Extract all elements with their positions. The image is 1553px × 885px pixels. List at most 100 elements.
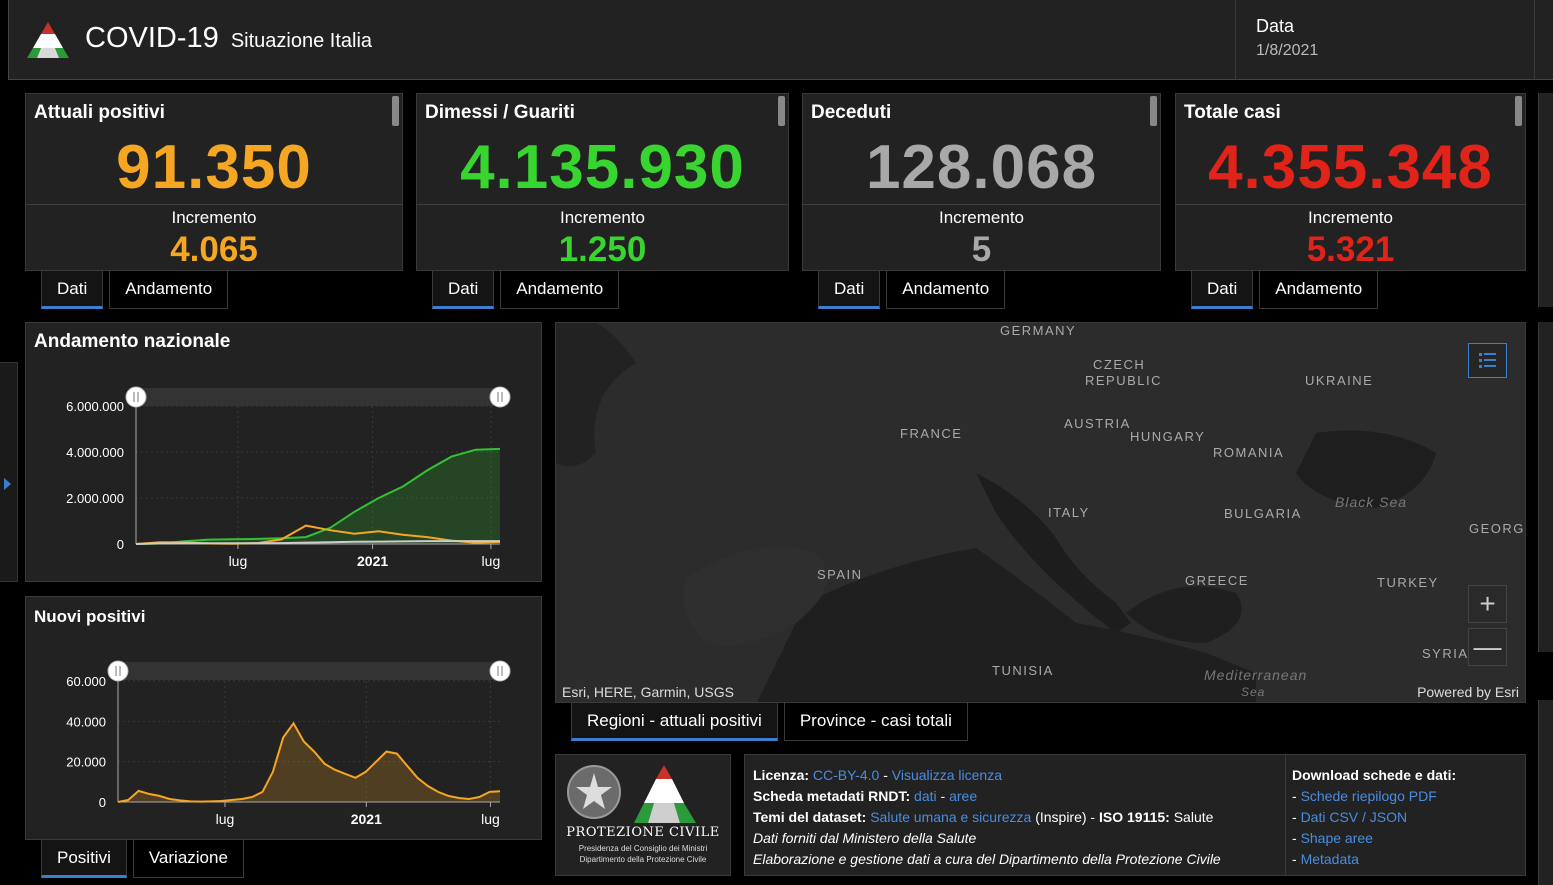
y-tick-label: 0 [117, 537, 124, 552]
divider [1176, 204, 1525, 205]
tab-dati[interactable]: Dati [818, 271, 881, 309]
right-edge-panel [1538, 322, 1553, 652]
download-item: - Schede riepilogo PDF [1292, 786, 1456, 807]
map-label: Mediterranean [1204, 667, 1308, 683]
stat-card-deceduti: Deceduti 128.068 Incremento 5 [802, 93, 1161, 271]
tab-positivi[interactable]: Positivi [41, 840, 127, 878]
inspire-text: (Inspire) - [1031, 809, 1099, 825]
license-link[interactable]: CC-BY-4.0 [812, 767, 880, 783]
app-title: COVID-19 Situazione Italia [85, 22, 372, 55]
download-item: - Metadata [1292, 849, 1456, 870]
app-header: COVID-19 Situazione Italia Data 1/8/2021 [8, 0, 1553, 80]
range-slider-track [118, 662, 500, 680]
metadata-line: Scheda metadati RNDT: dati - aree [753, 786, 1221, 807]
tab-andamento[interactable]: Andamento [500, 271, 620, 309]
legend-button[interactable] [1468, 343, 1507, 378]
download-csv-link[interactable]: Dati CSV / JSON [1300, 809, 1408, 825]
list-icon [1479, 353, 1496, 368]
x-tick-label: lug [216, 811, 235, 827]
series-area [118, 723, 500, 802]
tab-dati[interactable]: Dati [432, 271, 495, 309]
increment-label: Incremento [171, 208, 257, 227]
themes-link[interactable]: Salute umana e sicurezza [870, 809, 1032, 825]
stat-title: Totale casi [1184, 102, 1281, 123]
download-item: - Shape aree [1292, 828, 1456, 849]
tab-variazione[interactable]: Variazione [132, 840, 244, 878]
right-edge-panel [1538, 700, 1553, 885]
view-license-link[interactable]: Visualizza licenza [891, 767, 1003, 783]
y-tick-label: 20.000 [66, 755, 106, 770]
y-tick-label: 4.000.000 [66, 445, 124, 460]
tab-andamento[interactable]: Andamento [886, 271, 1006, 309]
metadata-label: Scheda metadati RNDT: [753, 788, 911, 804]
map-label: AUSTRIA [1064, 416, 1131, 431]
download-metadata-link[interactable]: Metadata [1300, 851, 1359, 867]
download-item: - Dati CSV / JSON [1292, 807, 1456, 828]
date-box: Data 1/8/2021 [1235, 0, 1535, 80]
download-pdf-link[interactable]: Schede riepilogo PDF [1300, 788, 1437, 804]
divider [803, 204, 1160, 205]
metadata-aree-link[interactable]: aree [949, 788, 978, 804]
scrollbar[interactable] [392, 96, 399, 126]
map-label: CZECH [1093, 357, 1146, 372]
zoom-in-button[interactable]: + [1468, 585, 1507, 623]
map-label: REPUBLIC [1085, 373, 1163, 388]
tab-dati[interactable]: Dati [1191, 271, 1254, 309]
series-area [136, 448, 500, 544]
date-label: Data [1256, 16, 1295, 36]
scrollbar[interactable] [1515, 96, 1522, 126]
map-attribution: Esri, HERE, Garmin, USGS [562, 684, 734, 700]
map-powered-by[interactable]: Powered by Esri [1417, 684, 1519, 700]
panel-title: Andamento nazionale [34, 331, 231, 352]
stat-value: 4.135.930 [460, 133, 745, 202]
download-shape-link[interactable]: Shape aree [1300, 830, 1373, 846]
map-label: UKRAINE [1305, 373, 1374, 388]
dash: - [1292, 830, 1301, 846]
tab-andamento[interactable]: Andamento [109, 271, 229, 309]
increment-value: 4.065 [170, 230, 258, 269]
org-sub-line: Presidenza del Consiglio dei Ministri [578, 844, 708, 853]
range-slider-handle [107, 660, 129, 682]
data-source-line: Dati forniti dal Ministero della Salute [753, 830, 977, 846]
divider [26, 204, 402, 205]
series-line [117, 721, 501, 803]
increment-value: 5.321 [1306, 230, 1395, 269]
protezione-civile-logo [27, 22, 69, 58]
map-view[interactable]: GERMANY CZECH REPUBLIC UKRAINE FRANCE AU… [555, 322, 1526, 703]
downloads-title: Download schede e dati: [1292, 767, 1457, 783]
increment-value: 1.250 [558, 230, 647, 269]
map-basemap [556, 323, 1525, 702]
national-chart: 0 2.000.000 4.000.000 6.000.000 lug 2021 lug [66, 386, 511, 569]
zoom-out-button[interactable]: — [1468, 628, 1507, 666]
increment-label: Incremento [1307, 208, 1394, 227]
map-label: BULGARIA [1224, 506, 1302, 521]
metadata-dati-link[interactable]: dati [914, 788, 937, 804]
panel-title: Nuovi positivi [34, 607, 146, 626]
stat-card-totale-casi: Totale casi 4.355.348 Incremento 5.321 [1175, 93, 1526, 271]
iso-value: Salute [1169, 809, 1214, 825]
panel-andamento-nazionale: Andamento nazionale 0 2.000.000 4.000.000 6… [25, 322, 542, 582]
themes-line: Temi del dataset: Salute umana e sicurez… [753, 807, 1221, 828]
y-tick-label: 40.000 [66, 714, 106, 729]
themes-label: Temi del dataset: [753, 809, 867, 825]
divider [417, 204, 788, 205]
series-line [135, 540, 500, 545]
scrollbar[interactable] [1150, 96, 1157, 126]
tab-regioni[interactable]: Regioni - attuali positivi [571, 703, 778, 741]
y-tick-label: 2.000.000 [66, 491, 124, 506]
map-label: SPAIN [817, 567, 863, 582]
chevron-right-icon [4, 478, 11, 490]
stat-title: Dimessi / Guariti [425, 102, 575, 123]
tab-andamento[interactable]: Andamento [1259, 271, 1379, 309]
tab-dati[interactable]: Dati [41, 271, 104, 309]
scrollbar[interactable] [778, 96, 785, 126]
date-value: 1/8/2021 [1256, 42, 1319, 59]
stat-value: 91.350 [116, 133, 312, 202]
stat-tabs-totale: Dati Andamento [1191, 271, 1384, 309]
sidebar-toggle[interactable] [0, 362, 18, 582]
panel-nuovi-positivi: Nuovi positivi 0 20.000 40.000 60.000 lug 202… [25, 596, 542, 840]
emblem-icon [567, 765, 696, 823]
new-positives-chart: 0 20.000 40.000 60.000 lug 2021 lug [66, 660, 511, 827]
tab-province[interactable]: Province - casi totali [783, 703, 968, 741]
increment-label: Incremento [559, 208, 646, 227]
